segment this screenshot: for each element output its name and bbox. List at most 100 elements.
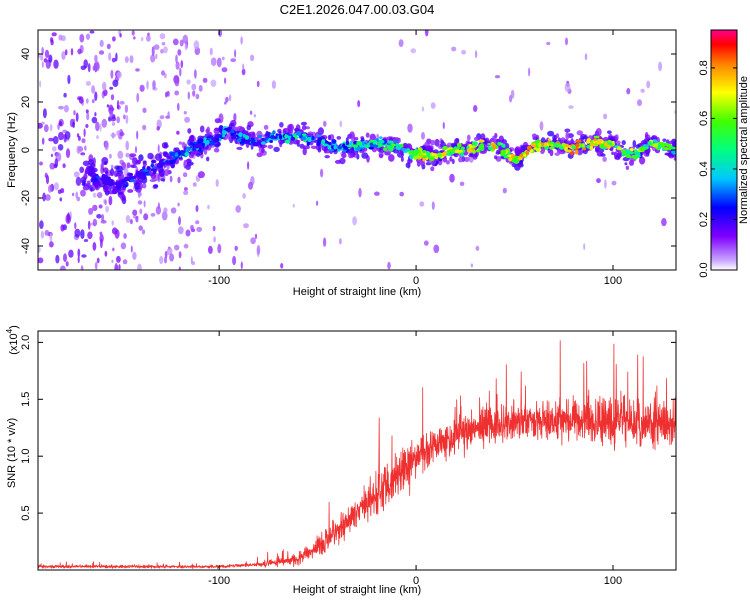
spectrogram-cell xyxy=(108,52,112,61)
spectrogram-cell xyxy=(206,126,211,134)
spectrogram-cell xyxy=(339,120,343,128)
spectrogram-cell xyxy=(167,111,170,118)
spectrogram-cell xyxy=(345,140,350,146)
spectrogram-cell xyxy=(170,159,176,165)
spectrogram-cell xyxy=(230,129,235,134)
spectrogram-cell xyxy=(41,61,44,68)
spectrogram-cell xyxy=(292,203,295,208)
spectrogram-cell xyxy=(658,141,664,145)
spectrogram-cell xyxy=(91,116,98,124)
spectrogram-cell xyxy=(337,149,341,152)
spectrogram-cell xyxy=(169,253,175,262)
spectrogram-cell xyxy=(118,191,124,195)
spectrogram-cell xyxy=(621,140,626,146)
spectrogram-cell xyxy=(516,150,522,155)
spectrogram-cell xyxy=(179,67,182,77)
spectrogram-cell xyxy=(510,89,515,99)
spectrogram-cell xyxy=(236,130,240,134)
spectrogram-cell xyxy=(596,151,604,157)
spectrogram-cell xyxy=(38,122,43,129)
spectrogram-cell xyxy=(637,99,642,107)
spectrogram-cell xyxy=(564,82,571,92)
spectrogram-cell xyxy=(64,131,71,140)
spectrogram-cell xyxy=(451,158,455,165)
snr-scale-exponent: 4 xyxy=(5,328,14,333)
spectrogram-cell xyxy=(75,112,79,122)
spectrogram-cell xyxy=(405,162,411,169)
spectrogram-cell xyxy=(494,155,498,160)
spectrogram-cell xyxy=(526,145,532,151)
spectrogram-cell xyxy=(192,182,197,187)
spectrogram-cell xyxy=(234,49,237,58)
spectrogram-cell xyxy=(429,139,437,146)
spectrogram-cell xyxy=(224,77,227,84)
spectrogram-cell xyxy=(64,49,68,56)
spectrogram-cell xyxy=(76,145,81,154)
spectrogram-cell xyxy=(103,89,108,97)
spectrogram-cell xyxy=(120,173,124,180)
spectrogram-cell xyxy=(523,153,527,158)
spectrogram-cell xyxy=(466,148,473,154)
spectrogram-cell xyxy=(399,191,405,197)
spectrogram-cell xyxy=(263,124,269,130)
spectrogram-cell xyxy=(172,156,176,160)
spectrogram-cell xyxy=(424,30,429,37)
spectrogram-cell xyxy=(129,153,137,158)
spectrogram-cell xyxy=(664,142,669,147)
spectrogram-cell xyxy=(646,80,651,89)
spectrogram-cell xyxy=(302,136,306,141)
spectrogram-cell xyxy=(185,164,191,171)
spectrogram-cell xyxy=(341,153,347,159)
spectrogram-cell xyxy=(531,142,538,148)
spectrogram-cell xyxy=(243,223,249,229)
spectrogram-cell xyxy=(471,141,478,146)
spectrogram-cell xyxy=(454,146,460,150)
spectrogram-cell xyxy=(135,68,140,72)
spectrogram-cell xyxy=(345,137,349,142)
spectrogram-cell xyxy=(671,154,676,158)
spectrogram-cell xyxy=(74,228,81,238)
spectrogram-cell xyxy=(426,152,431,158)
spectrogram-cell xyxy=(644,131,649,140)
spectrogram-cell xyxy=(211,137,216,141)
spectrogram-cell xyxy=(247,161,250,170)
spectrogram-cell xyxy=(219,134,223,138)
spectrogram-cell xyxy=(92,204,98,212)
spectrogram-cell xyxy=(356,140,363,146)
spectrogram-cell xyxy=(126,162,131,169)
spectrogram-cell xyxy=(201,142,206,148)
spectrogram-cell xyxy=(507,154,512,158)
spectrogram-cell xyxy=(261,147,265,154)
spectrogram-cell xyxy=(575,139,582,143)
spectrogram-cell xyxy=(163,207,168,214)
spectrogram-cell xyxy=(365,132,370,138)
spectrogram-cell xyxy=(196,226,203,233)
spectrogram-cell xyxy=(41,121,45,125)
spectrogram-cell xyxy=(41,46,44,56)
spectrogram-cell xyxy=(224,101,227,105)
spectrogram-cell xyxy=(197,171,205,179)
spectrogram-cell xyxy=(131,164,137,169)
spectrogram-cell xyxy=(352,216,357,226)
spectrogram-cell xyxy=(549,149,554,157)
spectrogram-cell xyxy=(88,159,94,166)
spectrogram-cell xyxy=(94,54,98,63)
spectrogram-cell xyxy=(158,159,164,164)
spectrogram-cell xyxy=(396,137,400,146)
spectrogram-cell xyxy=(38,246,41,254)
spectrogram-cell xyxy=(256,244,261,255)
spectrogram-cell xyxy=(174,245,177,250)
spectrogram-cell xyxy=(593,138,597,142)
spectrogram-cell xyxy=(571,145,576,150)
spectrogram-cell xyxy=(137,200,143,205)
spectrogram-cell xyxy=(179,39,184,47)
spectrogram-cell xyxy=(500,149,507,155)
spectrogram-cell xyxy=(130,245,133,253)
spectrogram-cell xyxy=(180,152,186,157)
spectrogram-cell xyxy=(104,199,107,206)
spectrogram-cell xyxy=(81,254,87,258)
spectrogram-cell xyxy=(611,151,615,156)
spectrogram-cell xyxy=(75,191,78,199)
spectrogram-cell xyxy=(246,124,252,131)
spectrogram-cell xyxy=(164,250,168,259)
